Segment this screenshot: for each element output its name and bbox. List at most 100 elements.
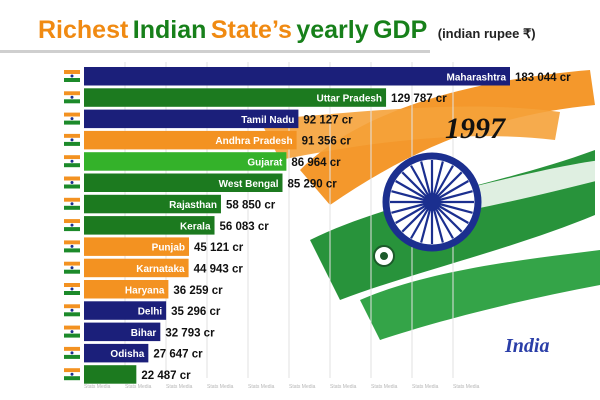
bar bbox=[84, 194, 221, 214]
flag-stripe bbox=[64, 248, 80, 253]
flag-stripe bbox=[64, 197, 80, 202]
bar-label: West Bengal bbox=[219, 179, 279, 190]
flag-wheel bbox=[70, 308, 74, 312]
flag-wheel bbox=[70, 223, 74, 227]
flag-stripe bbox=[64, 283, 80, 287]
flag-stripe bbox=[64, 91, 80, 96]
bar bbox=[84, 322, 161, 342]
chakra-hub bbox=[423, 193, 441, 211]
flag-stripe bbox=[64, 155, 80, 160]
flag-wheel bbox=[70, 372, 74, 376]
title-unit: (indian rupee ₹) bbox=[437, 26, 536, 41]
country-label: India bbox=[505, 335, 550, 357]
flag-wheel bbox=[70, 266, 74, 270]
bar-label: Andhra Pradesh bbox=[215, 136, 292, 147]
bar-label: Gujarat bbox=[247, 157, 283, 168]
flag-stripe bbox=[64, 227, 80, 232]
bar-label: Maharashtra bbox=[447, 72, 507, 83]
flag-wheel bbox=[70, 117, 74, 121]
bar bbox=[84, 258, 189, 278]
white-stroke bbox=[460, 160, 600, 210]
flag-wheel bbox=[70, 74, 74, 78]
title-word: Indian bbox=[132, 16, 207, 44]
india-flag-icon bbox=[64, 176, 80, 189]
watermark-row: Stats Media Stats Media Stats Media Stats M… bbox=[84, 384, 480, 390]
flag-stripe bbox=[64, 354, 80, 359]
flag-wheel bbox=[70, 138, 74, 142]
flag-wheel bbox=[70, 287, 74, 291]
flag-stripe bbox=[64, 240, 80, 245]
emblem-core bbox=[380, 252, 388, 260]
flag-stripe bbox=[64, 325, 80, 330]
flag-stripe bbox=[64, 163, 80, 168]
bar-label: Bihar bbox=[131, 328, 157, 339]
india-flag-icon bbox=[64, 112, 80, 125]
flag-stripe bbox=[64, 219, 80, 224]
flag-wheel bbox=[70, 159, 74, 163]
flag-wheel bbox=[70, 330, 74, 334]
bar-label: Tamil Nadu bbox=[241, 115, 294, 126]
bar bbox=[84, 280, 169, 299]
bar bbox=[84, 130, 297, 150]
india-flag-icon bbox=[64, 240, 80, 253]
flag-wheel bbox=[70, 202, 74, 206]
title-word: Richest bbox=[38, 16, 129, 44]
bar bbox=[84, 301, 167, 320]
title-word: State’s bbox=[210, 16, 292, 44]
flag-stripe bbox=[64, 99, 80, 104]
flag-stripe bbox=[64, 112, 80, 117]
bar-label: Uttar Pradesh bbox=[316, 94, 382, 105]
value-label: 27 647 cr bbox=[153, 349, 203, 361]
flag-stripe bbox=[64, 312, 80, 317]
flag-stripe bbox=[64, 333, 80, 338]
bar-label: Odisha bbox=[110, 349, 144, 360]
flag-wheel bbox=[70, 181, 74, 184]
saffron-stroke bbox=[300, 70, 595, 205]
title-word: GDP bbox=[373, 16, 428, 44]
title-underline bbox=[0, 50, 430, 53]
india-flag-icon bbox=[64, 155, 80, 168]
bar bbox=[84, 109, 299, 129]
india-flag-icon bbox=[64, 91, 80, 104]
flag-stripe bbox=[64, 291, 80, 295]
flag-stripe bbox=[64, 346, 80, 351]
bar-label: Karnataka bbox=[136, 264, 185, 275]
bars: Maharashtra 183 044 cr Uttar Pradesh 129 78… bbox=[84, 67, 571, 384]
flag-wheel bbox=[70, 244, 74, 248]
title-words: Richest Indian State’s yearly GDP bbox=[38, 16, 427, 44]
watermark-text: Stats Media bbox=[84, 384, 111, 390]
value-label: 44 943 cr bbox=[194, 263, 244, 275]
india-flag-icon bbox=[64, 325, 80, 338]
value-label: 58 850 cr bbox=[226, 200, 276, 212]
watermark-text: Stats Media bbox=[166, 384, 193, 390]
year-label: 1997 bbox=[445, 112, 505, 145]
green-stroke bbox=[360, 250, 600, 340]
flag-wheel bbox=[70, 351, 74, 355]
watermark-text: Stats Media bbox=[207, 384, 234, 390]
flag-stripe bbox=[64, 133, 80, 138]
value-label: 183 044 cr bbox=[515, 72, 571, 84]
value-label: 129 787 cr bbox=[391, 93, 447, 105]
bar-label: Rajasthan bbox=[169, 200, 217, 211]
flag-stripe bbox=[64, 261, 80, 266]
value-label: 35 296 cr bbox=[171, 306, 221, 318]
bar-label: Punjab bbox=[152, 243, 185, 254]
flag-stripe bbox=[64, 70, 80, 74]
india-flag-icon bbox=[64, 283, 80, 295]
value-label: 92 127 cr bbox=[303, 114, 353, 126]
value-label: 91 356 cr bbox=[302, 136, 352, 148]
bar bbox=[84, 365, 137, 384]
bar bbox=[84, 88, 387, 107]
bar bbox=[84, 152, 287, 171]
india-flag-icon bbox=[64, 219, 80, 232]
watermark-text: Stats Media bbox=[248, 384, 275, 390]
value-label: 85 290 cr bbox=[287, 178, 337, 190]
chart-title: Richest Indian State’s yearly GDP (india… bbox=[38, 16, 536, 45]
india-flag-icon bbox=[64, 368, 80, 381]
saffron-stroke bbox=[260, 106, 560, 160]
flag-stripe bbox=[64, 376, 80, 381]
flag-wheel bbox=[70, 95, 74, 99]
flag-stripe bbox=[64, 176, 80, 181]
